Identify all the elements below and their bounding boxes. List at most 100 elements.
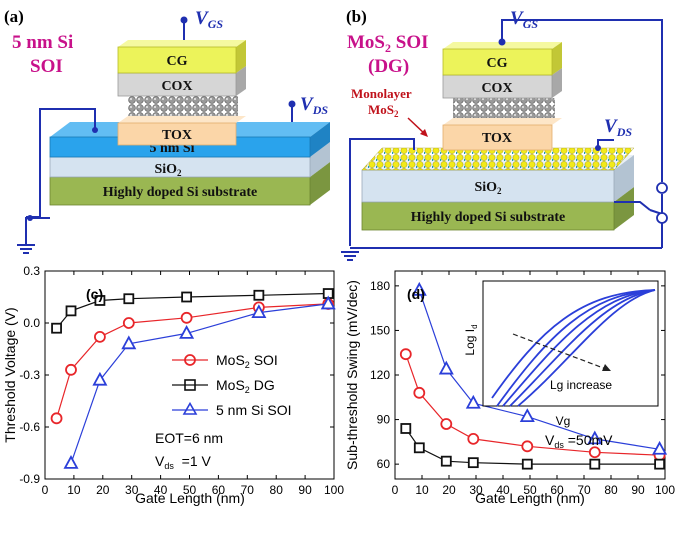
si-channel-side <box>310 122 330 157</box>
chart-c-y-ticks: 0.3 0.0 -0.3 -0.6 -0.9 <box>19 264 334 486</box>
data-point-triangle <box>251 304 267 319</box>
cg-label-b: CG <box>487 56 508 71</box>
chart-d-inset: Lg increase Vg Log Id <box>463 280 659 428</box>
legend-label-mos2-soi: MoS2 SOI <box>216 352 278 370</box>
inset-curves <box>491 289 656 407</box>
y-tick-label: -0.9 <box>19 472 40 486</box>
chart-c-xlabel: Gate Length (nm) <box>135 490 245 506</box>
data-point-circle <box>94 330 106 343</box>
x-tick-label: 0 <box>392 483 399 497</box>
x-tick-label: 40 <box>496 483 510 497</box>
x-tick-label: 80 <box>270 483 284 497</box>
x-tick-label: 10 <box>67 483 81 497</box>
panel-b-letter: (b) <box>346 7 367 26</box>
x-tick-label: 100 <box>324 483 344 497</box>
chart-d-ylabel: Sub-threshold Swing (mV/dec) <box>344 280 360 470</box>
chart-d-series <box>399 281 668 470</box>
substrate-layer-b <box>361 201 615 231</box>
y-tick-label: -0.3 <box>19 368 40 382</box>
data-point-circle <box>65 363 77 376</box>
x-tick-label: 0 <box>42 483 49 497</box>
mos2-monolayer <box>361 147 635 171</box>
cg-layer-b <box>442 48 553 76</box>
switch-contact-bottom <box>656 212 668 224</box>
data-point-square <box>654 458 665 470</box>
vds-terminal-b <box>595 145 601 151</box>
legend-marker-mos2-dg <box>184 379 196 391</box>
y-tick-label: 90 <box>377 413 391 427</box>
sio2-label: SiO2 <box>154 162 182 178</box>
x-tick-label: 60 <box>550 483 564 497</box>
panel-a-title-line2: SOI <box>30 56 63 77</box>
chart-d-y-ticks: 180 150 120 90 60 <box>370 279 665 471</box>
legend-marker-si-soi <box>182 401 198 415</box>
data-point-circle <box>50 412 63 425</box>
chart-d-x-ticks: 0 10 20 30 40 50 60 70 80 90 100 <box>392 271 675 497</box>
data-point-square <box>65 305 77 317</box>
panel-b: (b) MoS2 SOI (DG) Monolayer MoS2 Highly … <box>341 7 668 261</box>
panel-b-title-line2: (DG) <box>368 56 409 77</box>
cg-label: CG <box>167 54 188 69</box>
data-point-triangle <box>63 455 79 469</box>
substrate-side-b <box>614 187 634 230</box>
x-tick-label: 70 <box>577 483 591 497</box>
vgs-terminal-a <box>180 16 188 24</box>
legend-label-mos2-dg: MoS2 DG <box>216 377 275 395</box>
source-terminal-a <box>92 127 98 133</box>
data-point-square <box>181 291 193 303</box>
chart-d-vds-annotation: Vds =50mV <box>545 432 613 450</box>
data-point-circle <box>467 432 480 445</box>
data-point-square <box>253 289 265 301</box>
vgs-label-a: VGS <box>195 8 223 31</box>
panel-a-title-line1: 5 nm Si <box>12 32 73 53</box>
data-point-circle <box>521 440 534 453</box>
chart-c-vds-annotation: Vds =1 V <box>155 453 211 471</box>
data-point-square <box>467 457 479 469</box>
substrate-label: Highly doped Si substrate <box>103 185 257 200</box>
inset-curve-2 <box>496 289 656 407</box>
substrate-terminal-a <box>27 215 33 221</box>
inset-arrow-label: Lg increase <box>550 378 612 392</box>
data-point-circle <box>440 418 453 430</box>
data-point-circle <box>413 386 426 399</box>
tox-label: TOX <box>162 128 192 143</box>
series-line-2 <box>418 290 660 450</box>
y-tick-label: 0.0 <box>23 316 40 330</box>
tox-label-b: TOX <box>482 131 512 146</box>
data-point-circle <box>180 311 193 324</box>
chart-c-legend: MoS2 SOI MoS2 DG 5 nm Si SOI <box>172 352 291 418</box>
x-tick-label: 30 <box>125 483 139 497</box>
chart-c-panel-label: (c) <box>86 286 103 302</box>
x-tick-label: 30 <box>469 483 483 497</box>
tox-layer <box>117 122 237 146</box>
cg-layer <box>117 46 237 74</box>
chart-d-panel-label: (d) <box>407 286 425 302</box>
data-point-square <box>589 458 601 470</box>
y-tick-label: -0.6 <box>19 420 40 434</box>
x-tick-label: 60 <box>212 483 226 497</box>
inset-curve-3 <box>502 289 656 407</box>
vgs-terminal-b <box>498 38 506 46</box>
series-line-2 <box>70 303 329 464</box>
chart-threshold-voltage: 0 10 20 30 40 50 60 70 80 90 100 0.3 0.0 -0.3 -0.6 -0.… <box>2 264 344 506</box>
x-tick-label: 50 <box>523 483 537 497</box>
cox-label-b: COX <box>481 81 512 96</box>
cg-top-b <box>443 42 562 49</box>
legend-marker-mos2-soi <box>184 354 196 366</box>
x-tick-label: 10 <box>415 483 429 497</box>
data-point-square <box>51 322 62 334</box>
data-point-square <box>400 423 412 434</box>
vgs-label-b: VGS <box>510 8 538 31</box>
tox-top-b <box>443 118 562 125</box>
sio2-label-b: SiO2 <box>474 180 502 196</box>
chart-d-xlabel: Gate Length (nm) <box>475 490 585 506</box>
x-tick-label: 100 <box>655 483 675 497</box>
data-point-triangle <box>652 440 668 455</box>
tox-top <box>118 116 246 123</box>
inset-xlabel: Vg <box>556 414 571 428</box>
vds-terminal-a <box>288 100 296 108</box>
x-tick-label: 20 <box>442 483 456 497</box>
inset-ylabel: Log Id <box>463 324 479 355</box>
monolayer-label-line2: MoS2 <box>368 102 399 119</box>
